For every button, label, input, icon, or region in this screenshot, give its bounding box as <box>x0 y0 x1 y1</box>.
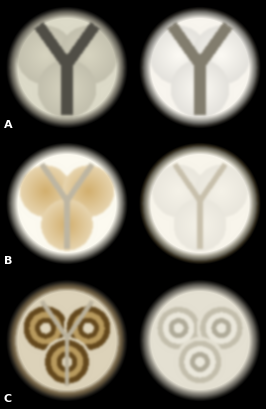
Text: B: B <box>4 255 13 265</box>
Text: C: C <box>4 393 12 403</box>
Text: A: A <box>4 120 13 130</box>
